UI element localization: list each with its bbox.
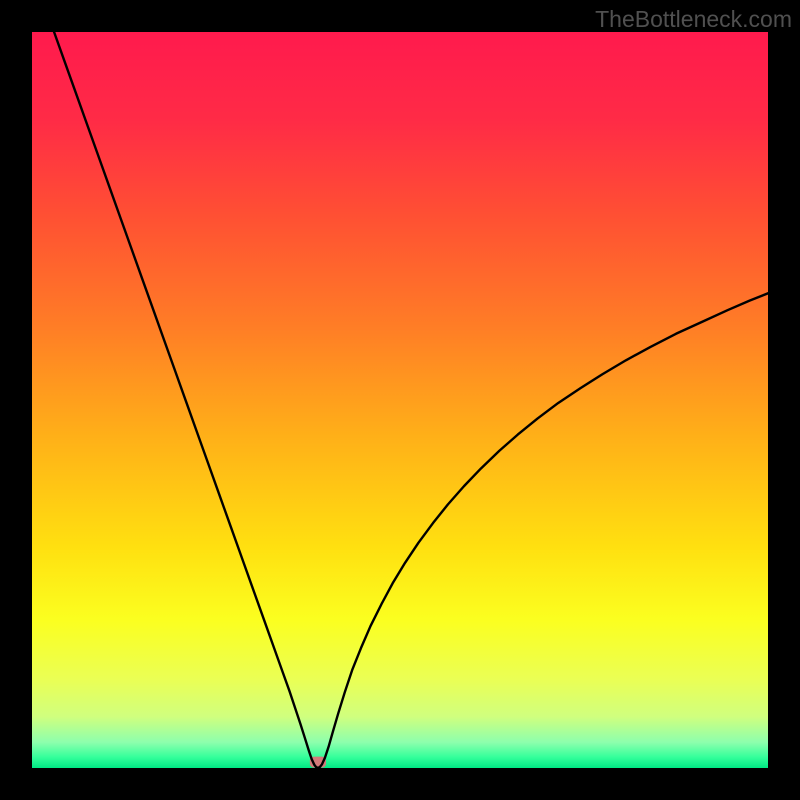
chart-background: [32, 32, 768, 768]
watermark-text: TheBottleneck.com: [595, 6, 792, 33]
bottleneck-chart: [32, 32, 768, 768]
